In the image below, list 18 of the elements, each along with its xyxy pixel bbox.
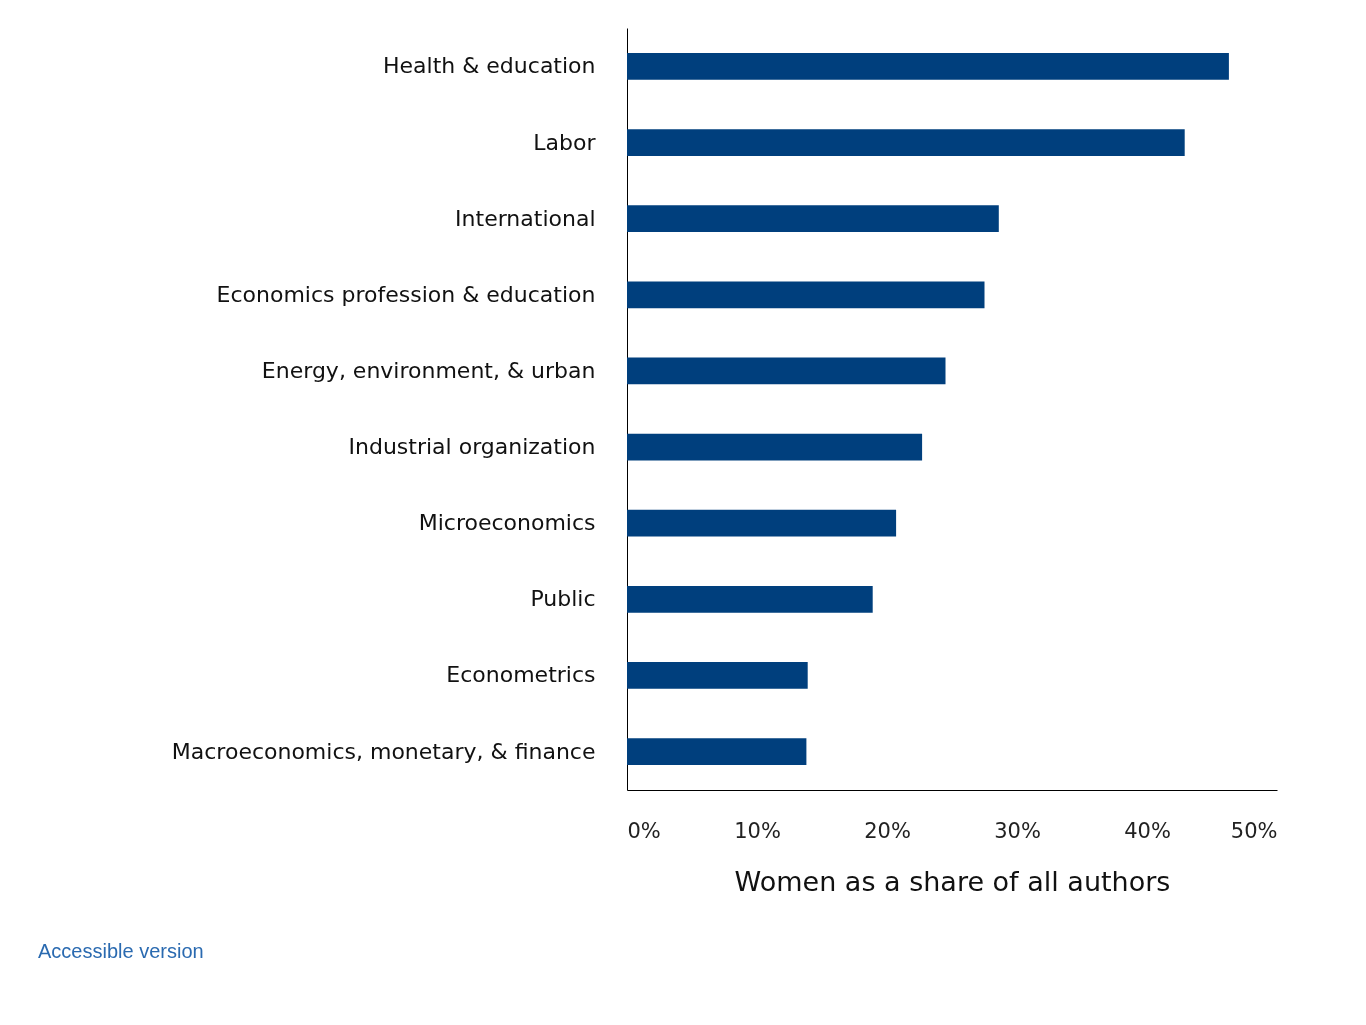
x-axis-title: Women as a share of all authors	[734, 865, 1171, 897]
y-tick-label: Industrial organization	[348, 434, 596, 460]
y-tick-label: Economics profession & education	[216, 281, 596, 307]
y-tick-label: Public	[530, 586, 596, 612]
x-tick-label: 0%	[627, 818, 661, 843]
y-tick-label: Health & education	[382, 53, 596, 79]
y-tick-label: Macroeconomics, monetary, & finance	[171, 738, 596, 764]
x-tick-label: 40%	[1124, 818, 1171, 843]
text: Accessible version	[38, 940, 204, 963]
y-tick-label: Econometrics	[446, 662, 596, 688]
y-tick-label: Energy, environment, & urban	[261, 357, 596, 383]
x-tick-label: 30%	[994, 818, 1041, 843]
y-tick-label: Labor	[533, 129, 597, 155]
x-tick-label: 10%	[734, 818, 781, 843]
x-tick-label: 20%	[864, 818, 911, 843]
y-tick-label: International	[455, 205, 596, 231]
x-tick-label: 50%	[1230, 818, 1278, 843]
y-tick-label: Microeconomics	[418, 510, 596, 536]
